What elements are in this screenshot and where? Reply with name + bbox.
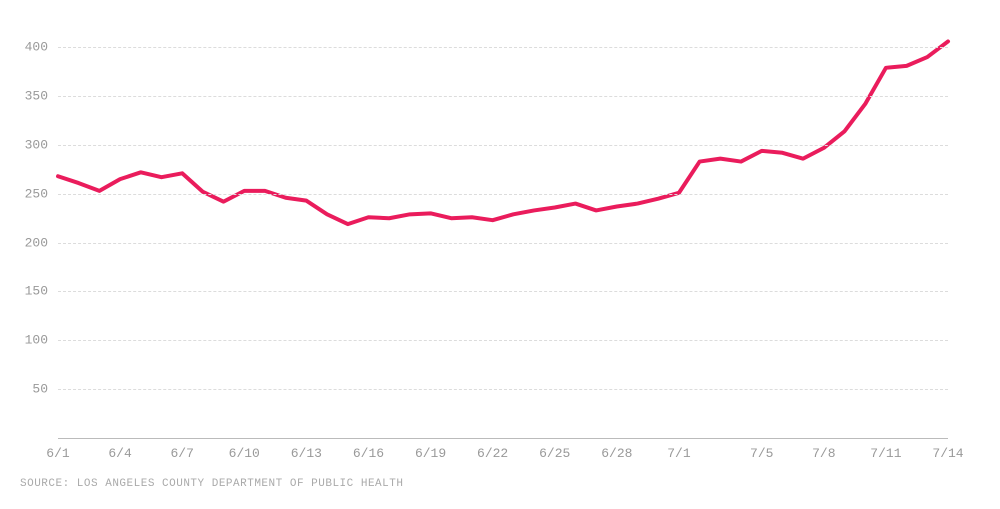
x-tick-label: 6/7 <box>170 446 193 461</box>
x-tick-label: 6/19 <box>415 446 446 461</box>
y-tick-label: 150 <box>25 284 48 299</box>
x-tick-label: 7/8 <box>812 446 835 461</box>
x-tick-label: 6/28 <box>601 446 632 461</box>
chart-container: 50 100 150 200 250 300 350 400 6/1 6/4 6/7 6/10 6/13… <box>0 0 1000 509</box>
gridline <box>58 340 948 341</box>
x-tick-label: 6/22 <box>477 446 508 461</box>
line-chart-svg <box>58 18 948 438</box>
x-tick-label: 7/14 <box>932 446 963 461</box>
x-tick-label: 6/25 <box>539 446 570 461</box>
x-tick-label: 6/4 <box>108 446 131 461</box>
gridline <box>58 47 948 48</box>
x-tick-label: 6/13 <box>291 446 322 461</box>
x-tick-label: 6/1 <box>46 446 69 461</box>
x-tick-label: 6/16 <box>353 446 384 461</box>
y-tick-label: 300 <box>25 137 48 152</box>
y-tick-label: 200 <box>25 235 48 250</box>
gridline <box>58 96 948 97</box>
gridline <box>58 145 948 146</box>
y-tick-label: 250 <box>25 186 48 201</box>
x-tick-label: 7/5 <box>750 446 773 461</box>
source-attribution: SOURCE: LOS ANGELES COUNTY DEPARTMENT OF… <box>20 478 403 490</box>
x-axis-line <box>58 438 948 439</box>
y-tick-label: 350 <box>25 89 48 104</box>
data-line <box>58 41 948 224</box>
x-tick-label: 7/1 <box>667 446 690 461</box>
y-tick-label: 400 <box>25 40 48 55</box>
gridline <box>58 291 948 292</box>
plot-area: 501001502002503003504006/16/46/76/106/13… <box>58 18 948 438</box>
y-tick-label: 50 <box>32 382 48 397</box>
x-tick-label: 6/10 <box>229 446 260 461</box>
gridline <box>58 389 948 390</box>
x-tick-label: 7/11 <box>870 446 901 461</box>
y-tick-label: 100 <box>25 333 48 348</box>
gridline <box>58 194 948 195</box>
gridline <box>58 243 948 244</box>
